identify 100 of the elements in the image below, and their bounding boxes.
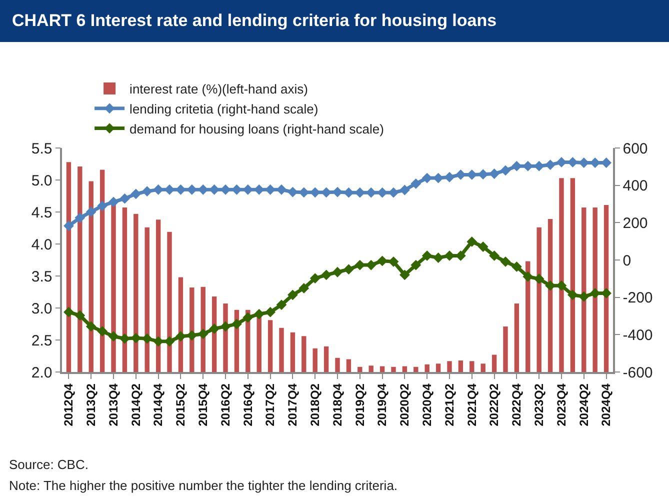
point (142, 186, 152, 197)
x-tick-label: 2017Q2 (263, 383, 278, 426)
point (298, 282, 310, 294)
point (265, 306, 276, 318)
point (422, 172, 432, 184)
point (489, 168, 500, 179)
point (344, 187, 354, 198)
point (97, 326, 108, 337)
point (164, 184, 175, 195)
x-tick-label: 2016Q2 (218, 383, 232, 426)
y-tick-label: 3.5 (31, 268, 52, 286)
point (400, 270, 410, 280)
point (522, 271, 534, 282)
point (288, 290, 298, 300)
x-tick-label: 2023Q2 (532, 383, 546, 426)
point (578, 291, 590, 302)
point (410, 178, 422, 189)
point (242, 312, 254, 323)
y2-tick-label: 600 (622, 140, 648, 158)
legend-label: interest rate (%)(left-hand axis) (130, 82, 308, 97)
point (377, 187, 388, 198)
point (400, 184, 410, 196)
x-tick-label: 2020Q4 (420, 383, 434, 426)
point (455, 169, 466, 180)
point (478, 169, 488, 180)
x-tick-label: 2012Q4 (62, 383, 76, 426)
point (164, 336, 175, 347)
x-tick-label: 2017Q4 (286, 383, 300, 426)
x-tick-label: 2022Q2 (487, 383, 502, 426)
point (388, 256, 399, 267)
point (444, 172, 455, 182)
point (321, 270, 332, 280)
point (321, 187, 332, 198)
point (108, 196, 119, 208)
point (545, 280, 556, 291)
point (86, 206, 96, 218)
point (511, 262, 522, 272)
x-tick-label: 2024Q4 (599, 383, 614, 426)
x-tick-label: 2015Q2 (174, 383, 188, 426)
point (186, 330, 198, 341)
point (601, 158, 612, 168)
point (545, 160, 556, 170)
point (601, 288, 612, 298)
y2-tick-label: 0 (622, 252, 632, 270)
point (556, 280, 567, 291)
point (74, 212, 86, 224)
text: Note: The higher the positive number the tighter the lending criteria. (9, 478, 398, 493)
point (220, 184, 231, 195)
source-note: Source: CBC. (9, 457, 88, 472)
point (232, 318, 242, 330)
point (176, 184, 186, 195)
point (254, 308, 264, 320)
point (220, 321, 231, 332)
y-tick-label: 5.5 (31, 140, 52, 158)
point (422, 250, 432, 261)
point (511, 160, 522, 172)
point (388, 187, 399, 198)
point (64, 220, 74, 232)
point (242, 184, 254, 195)
x-tick-label: 2018Q4 (330, 383, 344, 426)
y2-tick-label: 400 (622, 178, 648, 195)
point (276, 184, 287, 195)
chart-title: CHART 6 Interest rate and lending criteria for housing loans (0, 0, 669, 42)
point (108, 331, 119, 342)
point (344, 264, 354, 275)
point (500, 256, 511, 267)
x-tick-label: 2019Q4 (375, 383, 390, 426)
y-tick-label: 3.0 (31, 300, 52, 318)
point (142, 333, 152, 344)
y-tick-label: 5.0 (31, 172, 52, 190)
point (232, 184, 242, 195)
x-tick-label: 2024Q2 (576, 383, 591, 426)
x-tick-label: 2014Q4 (151, 383, 166, 426)
point (265, 184, 276, 195)
point (377, 256, 388, 266)
x-tick-label: 2013Q4 (106, 383, 120, 426)
x-tick-label: 2021Q2 (442, 383, 456, 426)
point (332, 186, 343, 198)
point (254, 184, 264, 195)
x-tick-label: 2020Q2 (398, 383, 412, 426)
x-tick-label: 2015Q4 (196, 383, 210, 426)
x-tick-label: 2014Q2 (128, 383, 143, 426)
x-tick-label: 2018Q2 (308, 383, 322, 426)
x-tick-label: 2021Q4 (464, 383, 479, 426)
point (433, 172, 444, 184)
point (410, 260, 422, 270)
x-tick-label: 2023Q4 (554, 383, 568, 426)
point (74, 310, 86, 321)
point (186, 184, 198, 195)
x-tick-label: 2019Q2 (352, 383, 367, 426)
point (478, 242, 488, 252)
x-tick-label: 2016Q4 (240, 383, 255, 426)
y-tick-label: 4.0 (31, 236, 52, 254)
y-tick-label: 4.5 (31, 204, 52, 222)
point (209, 323, 220, 334)
point (500, 165, 511, 176)
point (567, 290, 578, 300)
point (120, 193, 130, 204)
point (489, 250, 500, 261)
point (433, 252, 444, 263)
